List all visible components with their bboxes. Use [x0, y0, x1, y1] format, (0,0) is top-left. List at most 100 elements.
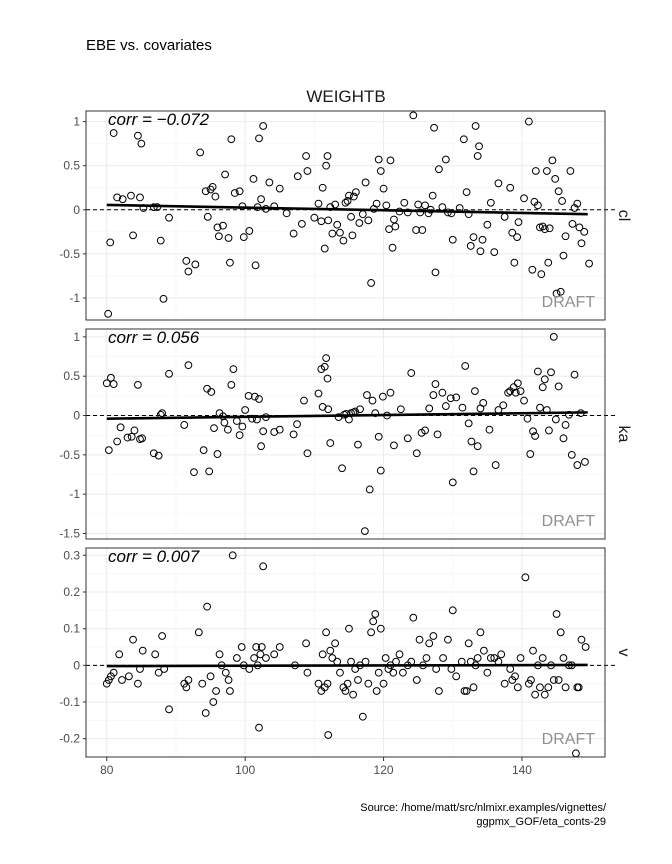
data-point	[378, 392, 387, 401]
data-point	[255, 134, 263, 143]
data-point	[538, 383, 547, 392]
data-point	[293, 172, 302, 181]
data-point	[438, 388, 447, 397]
data-point	[536, 403, 544, 412]
data-point	[485, 425, 494, 434]
data-point	[303, 167, 312, 175]
data-point	[238, 422, 247, 431]
data-point	[508, 228, 517, 237]
data-point	[418, 226, 427, 234]
data-point	[549, 332, 558, 341]
data-point	[333, 220, 342, 229]
data-point	[540, 375, 549, 384]
data-point	[376, 466, 385, 475]
data-point	[328, 229, 337, 238]
data-point	[521, 573, 530, 582]
data-point	[575, 223, 584, 232]
data-point	[400, 198, 409, 207]
data-point	[198, 679, 207, 688]
data-point	[138, 646, 147, 655]
data-point	[435, 165, 443, 174]
data-point	[386, 156, 395, 165]
data-point	[138, 434, 146, 443]
data-point	[570, 370, 579, 379]
data-point	[381, 654, 390, 662]
data-point	[206, 672, 215, 681]
data-point	[374, 432, 383, 441]
data-point	[581, 643, 590, 651]
y-tick-label: 1	[73, 115, 80, 129]
data-point	[210, 424, 218, 433]
data-point	[215, 650, 224, 659]
data-point	[486, 198, 495, 207]
data-point	[154, 451, 163, 460]
data-point	[191, 260, 200, 269]
data-point	[460, 687, 469, 695]
data-point	[349, 690, 358, 699]
data-point	[130, 426, 139, 435]
data-point	[559, 434, 568, 443]
data-point	[270, 202, 279, 211]
y-tick-label: 0.5	[63, 159, 80, 173]
data-point	[154, 668, 163, 677]
data-point	[412, 449, 421, 458]
data-point	[469, 467, 478, 476]
data-point	[409, 111, 418, 120]
data-point	[533, 367, 542, 376]
data-point	[248, 414, 256, 423]
data-point	[257, 195, 265, 204]
data-point	[255, 723, 263, 732]
data-point	[134, 380, 142, 389]
data-point	[207, 388, 216, 396]
data-point	[298, 219, 306, 228]
data-point	[275, 643, 284, 651]
data-point	[577, 635, 586, 644]
data-point	[466, 242, 475, 250]
data-point	[211, 192, 220, 201]
data-point	[224, 676, 233, 684]
data-point	[510, 258, 519, 267]
data-point	[439, 654, 447, 662]
data-point	[300, 396, 308, 405]
data-point	[540, 225, 549, 234]
data-point	[499, 401, 508, 410]
data-point	[165, 705, 173, 714]
data-point	[464, 639, 473, 648]
data-point	[444, 635, 452, 644]
data-point	[109, 380, 118, 388]
data-point	[403, 208, 412, 217]
trend-line	[106, 411, 588, 420]
data-point	[365, 485, 374, 494]
data-point	[558, 197, 566, 205]
data-point	[201, 709, 210, 717]
x-tick-label: 100	[235, 763, 255, 777]
data-point	[368, 396, 377, 405]
data-point	[509, 383, 518, 392]
data-point	[382, 201, 391, 210]
y-tick-label: -0.5	[59, 448, 80, 462]
data-point	[544, 683, 553, 692]
x-axis: 80 100 120 140	[100, 757, 532, 777]
data-point	[483, 220, 492, 229]
data-point	[566, 167, 575, 175]
data-point	[331, 200, 340, 209]
trend-line	[106, 663, 588, 668]
data-point	[511, 672, 519, 681]
data-point	[151, 650, 160, 659]
data-point	[351, 188, 360, 197]
data-point	[196, 148, 205, 157]
data-point	[431, 380, 440, 388]
data-point	[158, 409, 167, 418]
data-point	[208, 182, 217, 191]
data-point	[289, 229, 298, 238]
data-point	[538, 654, 547, 662]
data-point	[356, 405, 364, 414]
data-point	[303, 668, 312, 677]
data-point	[390, 441, 398, 450]
strip-label-v: v	[615, 649, 632, 657]
data-point	[123, 433, 132, 442]
data-point	[511, 388, 520, 397]
data-point	[318, 183, 327, 192]
data-point	[556, 287, 565, 296]
data-point	[257, 442, 265, 451]
